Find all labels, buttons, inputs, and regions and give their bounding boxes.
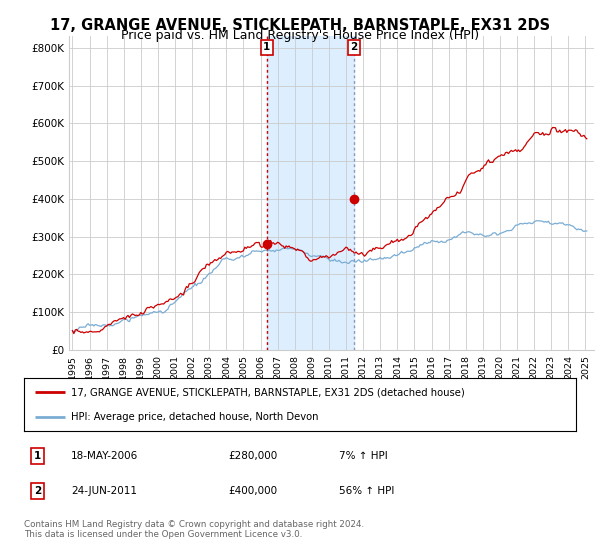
Text: 7% ↑ HPI: 7% ↑ HPI [338, 451, 388, 461]
Text: 24-JUN-2011: 24-JUN-2011 [71, 487, 137, 496]
Text: £400,000: £400,000 [228, 487, 277, 496]
Bar [267, 36, 354, 350]
Text: £280,000: £280,000 [228, 451, 277, 461]
Text: 1: 1 [34, 451, 41, 461]
Text: Contains HM Land Registry data © Crown copyright and database right 2024.
This d: Contains HM Land Registry data © Crown c… [24, 520, 364, 539]
Text: HPI: Average price, detached house, North Devon: HPI: Average price, detached house, Nort… [71, 412, 319, 422]
Text: 17, GRANGE AVENUE, STICKLEPATH, BARNSTAPLE, EX31 2DS (detached house): 17, GRANGE AVENUE, STICKLEPATH, BARNSTAP… [71, 388, 464, 398]
Text: 2: 2 [34, 487, 41, 496]
Text: 17, GRANGE AVENUE, STICKLEPATH, BARNSTAPLE, EX31 2DS: 17, GRANGE AVENUE, STICKLEPATH, BARNSTAP… [50, 18, 550, 34]
Text: 18-MAY-2006: 18-MAY-2006 [71, 451, 138, 461]
Text: 2: 2 [350, 43, 358, 53]
Text: 56% ↑ HPI: 56% ↑ HPI [338, 487, 394, 496]
Text: Price paid vs. HM Land Registry's House Price Index (HPI): Price paid vs. HM Land Registry's House … [121, 29, 479, 42]
Text: 1: 1 [263, 43, 271, 53]
